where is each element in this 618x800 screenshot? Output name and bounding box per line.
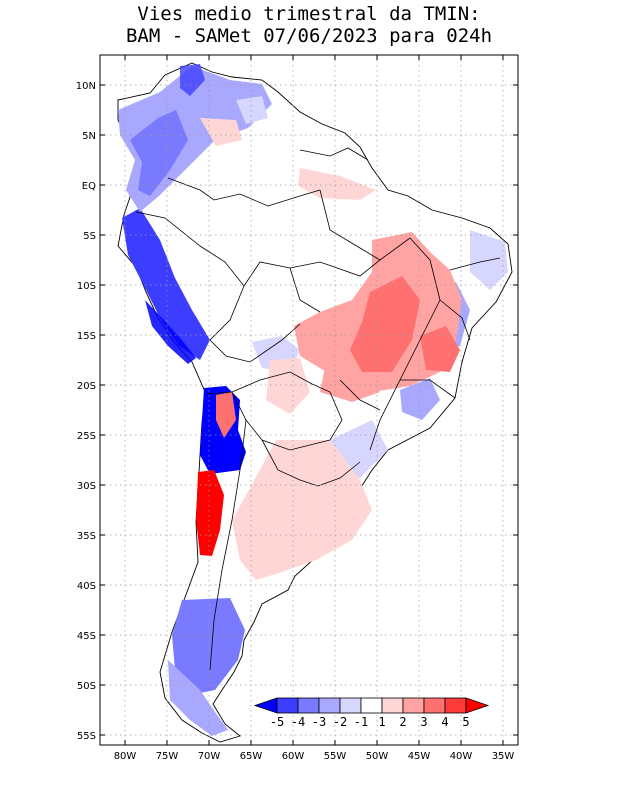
lat-tick-label: 10S (77, 281, 96, 292)
lat-tick-label: EQ (82, 181, 96, 192)
lon-tick-label: 80W (114, 751, 137, 762)
colorbar-segment (381, 697, 404, 714)
map-title-line-1: Vies medio trimestral da TMIN: (137, 3, 481, 25)
lon-tick-label: 65W (240, 751, 263, 762)
lat-tick-label: 10N (76, 81, 96, 92)
lon-tick-label: 50W (366, 751, 389, 762)
lat-tick-label: 55S (77, 731, 96, 742)
lon-tick-label: 70W (198, 751, 221, 762)
colorbar-label: 5 (462, 715, 469, 729)
colorbar-segment (402, 697, 425, 714)
lat-tick-label: 15S (77, 331, 96, 342)
lat-tick-label: 30S (77, 481, 96, 492)
lat-tick-label: 50S (77, 681, 96, 692)
lat-tick-label: 5N (82, 131, 96, 142)
lat-tick-label: 25S (77, 431, 96, 442)
colorbar-segment (318, 697, 341, 714)
colorbar-segment (465, 697, 490, 714)
colorbar-label: 1 (378, 715, 385, 729)
colorbar-label: 2 (399, 715, 406, 729)
colorbar-label: -5 (270, 715, 284, 729)
lon-tick-label: 55W (324, 751, 347, 762)
lat-tick-label: 45S (77, 631, 96, 642)
lat-tick-label: 40S (77, 581, 96, 592)
colorbar-label: -4 (291, 715, 305, 729)
colorbar-label: -2 (333, 715, 347, 729)
longitude-axis: 80W 75W 70W 65W 60W 55W 50W 45W 40W 35W (114, 55, 515, 762)
colorbar-segment (339, 697, 362, 714)
lon-tick-label: 60W (282, 751, 305, 762)
latitude-axis: 10N 5N EQ 5S 10S 15S 20S 25S 30S 35S 40S 45S 50S 55S (76, 81, 518, 742)
lon-tick-label: 45W (408, 751, 431, 762)
colorbar-label: 4 (441, 715, 448, 729)
lat-tick-label: 35S (77, 531, 96, 542)
grid-lines (100, 55, 518, 745)
colorbar-segment (297, 697, 320, 714)
lat-tick-label: 20S (77, 381, 96, 392)
colorbar: -5 -4 -3 -2 -1 1 2 3 4 5 (253, 697, 490, 729)
lat-tick-label: 5S (83, 231, 96, 242)
colorbar-segment (444, 697, 467, 714)
lon-tick-label: 35W (492, 751, 515, 762)
map-title-line-2: BAM - SAMet 07/06/2023 para 024h (125, 25, 493, 47)
colorbar-label: -1 (354, 715, 368, 729)
lon-tick-label: 75W (156, 751, 179, 762)
lon-tick-label: 40W (450, 751, 473, 762)
positive-bias-shading (196, 118, 462, 580)
colorbar-label: 3 (420, 715, 427, 729)
colorbar-segment (276, 697, 299, 714)
country-borders (135, 147, 501, 671)
colorbar-label: -3 (312, 715, 326, 729)
colorbar-segment (360, 697, 383, 714)
colorbar-segment (423, 697, 446, 714)
